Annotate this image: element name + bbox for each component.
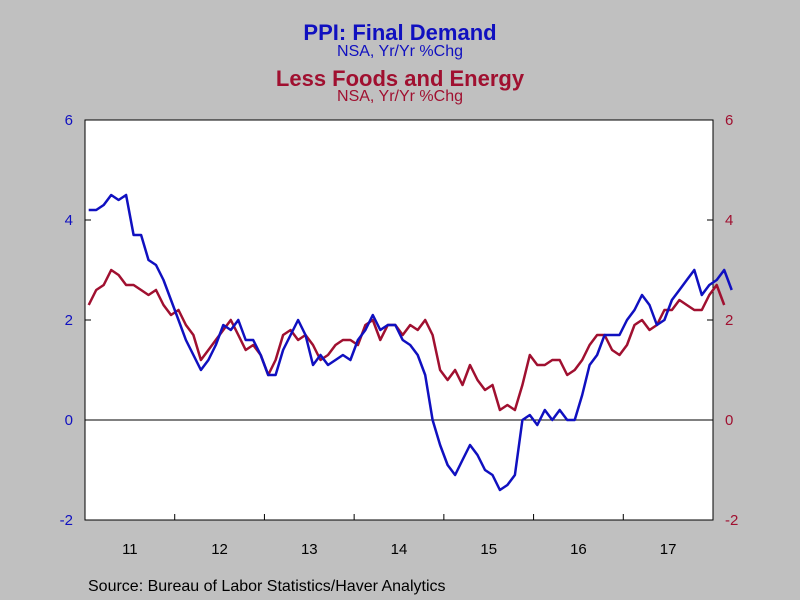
y-tick-label-left: 6: [65, 112, 73, 129]
y-tick-label-right: 0: [725, 412, 733, 429]
x-tick-label: 15: [480, 541, 497, 558]
chart-subtitle-2: NSA, Yr/Yr %Chg: [337, 88, 463, 105]
y-tick-label-left: -2: [60, 512, 73, 529]
x-tick-label: 12: [211, 541, 228, 558]
y-tick-label-left: 4: [65, 212, 73, 229]
x-tick-label: 14: [391, 541, 408, 558]
series-line-final-demand: [88, 193, 733, 492]
y-tick-label-left: 2: [65, 312, 73, 329]
series-line-less-food-energy: [87, 268, 726, 412]
y-tick-label-right: 6: [725, 112, 733, 129]
x-tick-label: 13: [301, 541, 318, 558]
x-tick-label: 16: [570, 541, 587, 558]
x-tick-label: 11: [122, 541, 138, 558]
chart-title: PPI: Final Demand: [303, 20, 497, 45]
chart-subtitle: NSA, Yr/Yr %Chg: [337, 43, 463, 60]
y-tick-label-right: 2: [725, 312, 733, 329]
y-tick-label-right: -2: [725, 512, 738, 529]
chart-title-2: Less Foods and Energy: [275, 66, 525, 91]
x-tick-label: 17: [660, 541, 677, 558]
source-note: Source: Bureau of Labor Statistics/Haver…: [88, 578, 446, 595]
y-tick-label-right: 4: [725, 212, 733, 229]
y-tick-label-left: 0: [65, 412, 73, 429]
